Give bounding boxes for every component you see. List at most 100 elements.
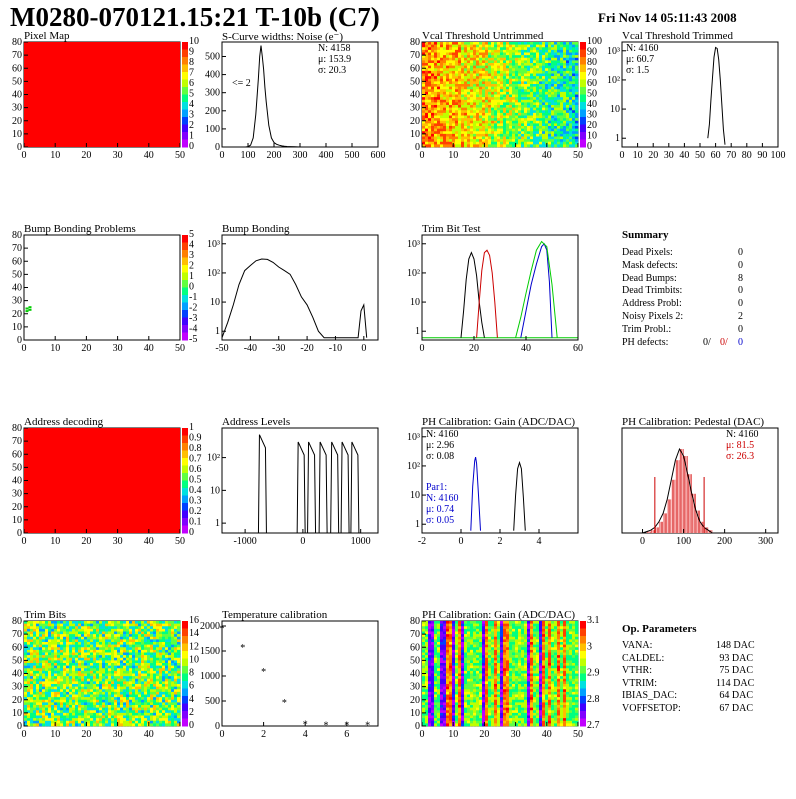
heatmap-cell xyxy=(51,692,54,695)
heatmap-cell xyxy=(533,66,536,69)
heatmap-cell xyxy=(123,695,126,698)
heatmap-cell xyxy=(93,624,96,627)
heatmap-cell xyxy=(452,89,455,92)
heatmap-cell xyxy=(66,642,69,645)
heatmap-cell xyxy=(497,89,500,92)
heatmap-cell xyxy=(57,626,60,629)
y-tick-label: 50 xyxy=(12,655,22,666)
heatmap-cell xyxy=(548,60,551,63)
heatmap-cell xyxy=(126,666,129,669)
heatmap-cell xyxy=(440,131,443,134)
x-tick-label: 50 xyxy=(175,150,185,161)
heatmap-cell xyxy=(533,134,536,137)
heatmap-cell xyxy=(452,97,455,100)
heatmap-cell xyxy=(539,139,542,142)
heatmap-cell xyxy=(422,629,425,632)
heatmap-cell xyxy=(138,721,141,724)
heatmap-cell xyxy=(485,58,488,61)
heatmap-cell xyxy=(443,66,446,69)
color-scale-cell xyxy=(182,243,188,251)
heatmap-cell xyxy=(449,63,452,66)
heatmap-cell xyxy=(428,100,431,103)
heatmap-cell xyxy=(506,68,509,71)
heatmap-cell xyxy=(515,89,518,92)
heatmap-cell xyxy=(42,676,45,679)
heatmap-cell xyxy=(551,97,554,100)
color-scale-cell xyxy=(182,496,188,504)
heatmap-cell xyxy=(72,663,75,666)
heatmap-cell xyxy=(36,710,39,713)
heatmap-cell xyxy=(512,58,515,61)
heatmap-cell xyxy=(51,671,54,674)
heatmap-cell xyxy=(497,139,500,142)
heatmap-cell xyxy=(443,76,446,79)
color-scale-label: 0 xyxy=(189,282,194,293)
heatmap-cell xyxy=(60,710,63,713)
heatmap-cell xyxy=(482,79,485,82)
stats-text: N: 4160 xyxy=(726,429,759,440)
heatmap-cell xyxy=(536,87,539,90)
heatmap-cell xyxy=(431,632,434,635)
heatmap-cell xyxy=(48,705,51,708)
heatmap-cell xyxy=(548,76,551,79)
heatmap-cell xyxy=(431,689,434,692)
heatmap-cell xyxy=(500,144,503,147)
heatmap-cell xyxy=(575,108,578,111)
heatmap-cell xyxy=(569,47,572,50)
heatmap-cell xyxy=(114,721,117,724)
heatmap-cell xyxy=(494,121,497,124)
heatmap-cell xyxy=(530,116,533,119)
heatmap-cell xyxy=(96,668,99,671)
heatmap-cell xyxy=(72,705,75,708)
heatmap-cell xyxy=(126,658,129,661)
heatmap-cell xyxy=(536,42,539,45)
heatmap-cell xyxy=(491,63,494,66)
heatmap-cell xyxy=(147,666,150,669)
heatmap-cell xyxy=(434,123,437,126)
heatmap-cell xyxy=(458,137,461,140)
heatmap-cell xyxy=(84,689,87,692)
heatmap-cell xyxy=(464,55,467,58)
heatmap-cell xyxy=(108,647,111,650)
heatmap-cell xyxy=(66,684,69,687)
heatmap-cell xyxy=(509,45,512,48)
y-tick-label: 70 xyxy=(12,50,22,61)
heatmap-cell xyxy=(452,118,455,121)
heatmap-cell xyxy=(138,621,141,624)
heatmap-cell xyxy=(530,55,533,58)
heatmap-cell xyxy=(120,713,123,716)
heatmap-cell xyxy=(177,663,180,666)
heatmap-cell xyxy=(431,679,434,682)
heatmap-cell xyxy=(536,137,539,140)
heatmap-cell xyxy=(437,666,440,669)
heatmap-cell xyxy=(545,81,548,84)
heatmap-cell xyxy=(542,116,545,119)
heatmap-cell xyxy=(51,647,54,650)
heatmap-cell xyxy=(90,689,93,692)
heatmap-cell xyxy=(521,76,524,79)
heatmap-cell xyxy=(542,137,545,140)
heatmap-cell xyxy=(126,674,129,677)
heatmap-cell xyxy=(168,700,171,703)
heatmap-cell xyxy=(554,142,557,145)
heatmap-cell xyxy=(120,716,123,719)
heatmap-cell xyxy=(90,700,93,703)
heatmap-cell xyxy=(126,692,129,695)
color-scale-cell xyxy=(182,325,188,333)
heatmap-cell xyxy=(165,708,168,711)
heatmap-cell xyxy=(138,681,141,684)
heatmap-cell xyxy=(90,705,93,708)
heatmap-cell xyxy=(521,50,524,53)
heatmap-cell xyxy=(153,629,156,632)
heatmap-cell xyxy=(488,45,491,48)
heatmap-cell xyxy=(452,42,455,45)
heatmap-cell xyxy=(470,47,473,50)
heatmap-cell xyxy=(551,71,554,74)
heatmap-cell xyxy=(150,647,153,650)
heatmap-cell xyxy=(434,674,437,677)
heatmap-cell xyxy=(431,634,434,637)
heatmap-cell xyxy=(428,68,431,71)
heatmap-cell xyxy=(422,126,425,129)
heatmap-cell xyxy=(141,674,144,677)
heatmap-cell xyxy=(491,66,494,69)
